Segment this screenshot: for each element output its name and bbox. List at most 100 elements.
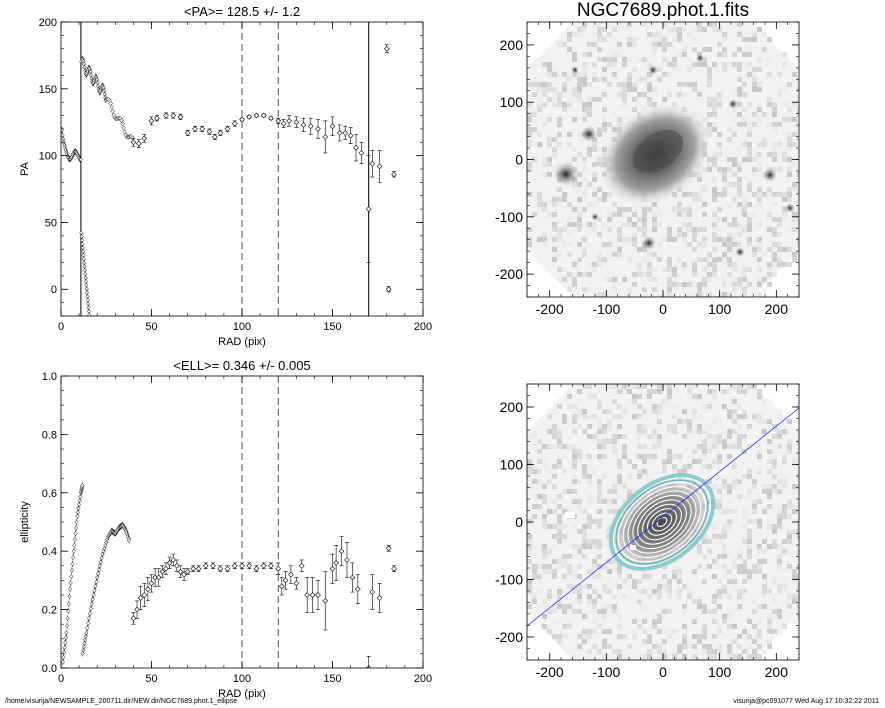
noise-pixel [737,659,742,660]
noise-pixel [612,499,617,504]
noise-pixel [642,22,647,27]
noise-pixel [792,449,797,454]
noise-pixel [727,624,732,629]
noise-pixel [692,604,697,609]
noise-pixel [682,624,687,629]
noise-pixel [527,519,532,524]
noise-pixel [737,439,742,444]
noise-pixel [712,27,717,32]
noise-pixel [737,122,742,127]
y-tick-label: 0.4 [42,546,57,558]
noise-pixel [597,564,602,569]
noise-pixel [657,207,662,212]
noise-pixel [737,87,742,92]
noise-pixel [787,247,792,252]
noise-pixel [757,237,762,242]
noise-pixel [572,444,577,449]
noise-pixel [652,267,657,272]
noise-pixel [767,489,772,494]
noise-pixel [597,187,602,192]
noise-pixel [622,409,627,414]
noise-pixel [632,222,637,227]
noise-pixel [737,187,742,192]
noise-pixel [592,604,597,609]
noise-pixel [722,62,727,67]
noise-pixel [527,464,532,469]
noise-pixel [572,157,577,162]
noise-pixel [612,252,617,257]
noise-pixel [797,594,799,599]
noise-pixel [782,247,787,252]
noise-pixel [677,282,682,287]
noise-pixel [587,107,592,112]
noise-pixel [707,167,712,172]
noise-pixel [717,42,722,47]
noise-pixel [592,147,597,152]
noise-pixel [527,549,532,554]
noise-pixel [637,272,642,277]
noise-pixel [702,429,707,434]
noise-pixel [657,434,662,439]
noise-pixel [742,494,747,499]
noise-pixel [562,469,567,474]
noise-pixel [697,22,702,27]
noise-pixel [607,47,612,52]
noise-pixel [792,569,797,574]
noise-pixel [622,82,627,87]
noise-pixel [777,414,782,419]
noise-pixel [532,127,537,132]
data-point [80,483,85,488]
noise-pixel [577,212,582,217]
noise-pixel [562,242,567,247]
noise-pixel [542,549,547,554]
noise-pixel [587,152,592,157]
noise-pixel [542,87,547,92]
noise-pixel [632,619,637,624]
noise-pixel [577,414,582,419]
noise-pixel [632,384,637,389]
noise-pixel [722,574,727,579]
noise-pixel [647,654,652,659]
noise-pixel [727,389,732,394]
noise-pixel [707,534,712,539]
noise-pixel [732,609,737,614]
noise-pixel [692,629,697,634]
noise-pixel [697,614,702,619]
noise-pixel [752,82,757,87]
noise-pixel [577,479,582,484]
data-point [87,313,92,316]
x-tick-label: 0 [58,673,64,685]
noise-pixel [622,27,627,32]
data-point [347,132,354,139]
noise-pixel [787,419,792,424]
noise-pixel [787,192,792,197]
noise-pixel [527,584,532,589]
noise-pixel [617,444,622,449]
noise-pixel [657,222,662,227]
noise-pixel [692,469,697,474]
noise-pixel [617,247,622,252]
noise-pixel [737,257,742,262]
noise-pixel [667,394,672,399]
noise-pixel [602,499,607,504]
noise-pixel [562,42,567,47]
noise-pixel [717,267,722,272]
noise-pixel [572,217,577,222]
noise-pixel [582,272,587,277]
noise-pixel [657,419,662,424]
noise-pixel [667,579,672,584]
noise-pixel [782,157,787,162]
noise-pixel [682,644,687,649]
noise-pixel [737,404,742,409]
x-tick-label: 50 [145,673,157,685]
noise-pixel [777,167,782,172]
noise-pixel [712,157,717,162]
noise-pixel [552,619,557,624]
data-point [78,494,83,499]
noise-pixel [742,82,747,87]
noise-pixel [562,574,567,579]
noise-pixel [572,489,577,494]
x-tick-label: 100 [233,321,251,333]
noise-pixel [692,232,697,237]
noise-pixel [527,459,532,464]
